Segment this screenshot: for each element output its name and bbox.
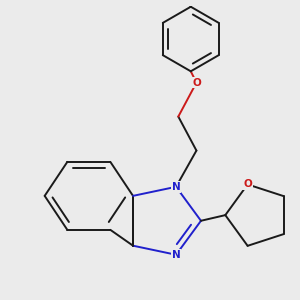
Text: O: O: [192, 78, 201, 88]
Text: O: O: [243, 179, 252, 189]
Text: N: N: [172, 182, 180, 192]
Text: N: N: [172, 250, 180, 260]
